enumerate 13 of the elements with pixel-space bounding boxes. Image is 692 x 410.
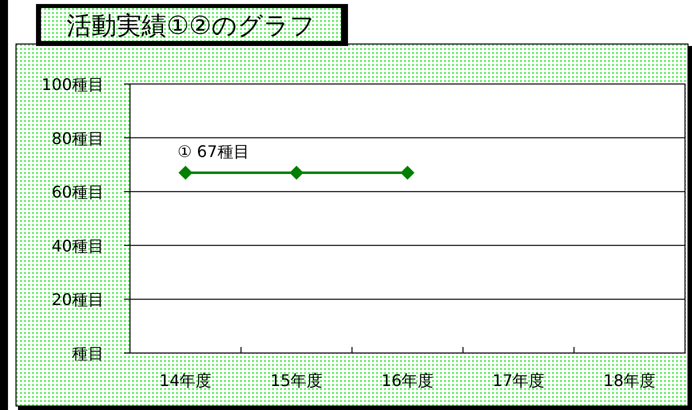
y-tick-label: 80種目: [52, 128, 104, 148]
chart-title: 活動実績①②のグラフ: [66, 11, 316, 40]
x-tick-label: 17年度: [492, 371, 545, 390]
x-tick-label: 18年度: [603, 371, 656, 390]
y-tick-label: 100種目: [41, 75, 104, 94]
annotation: ① 67種目: [178, 142, 250, 161]
x-tick-label: 15年度: [270, 371, 323, 390]
y-tick-label: 種目: [72, 344, 104, 363]
y-tick-label: 20種目: [52, 290, 104, 310]
y-tick-label: 40種目: [52, 236, 104, 256]
x-tick-label: 16年度: [381, 371, 434, 390]
y-tick-label: 60種目: [52, 182, 104, 202]
x-tick-label: 14年度: [159, 371, 212, 390]
